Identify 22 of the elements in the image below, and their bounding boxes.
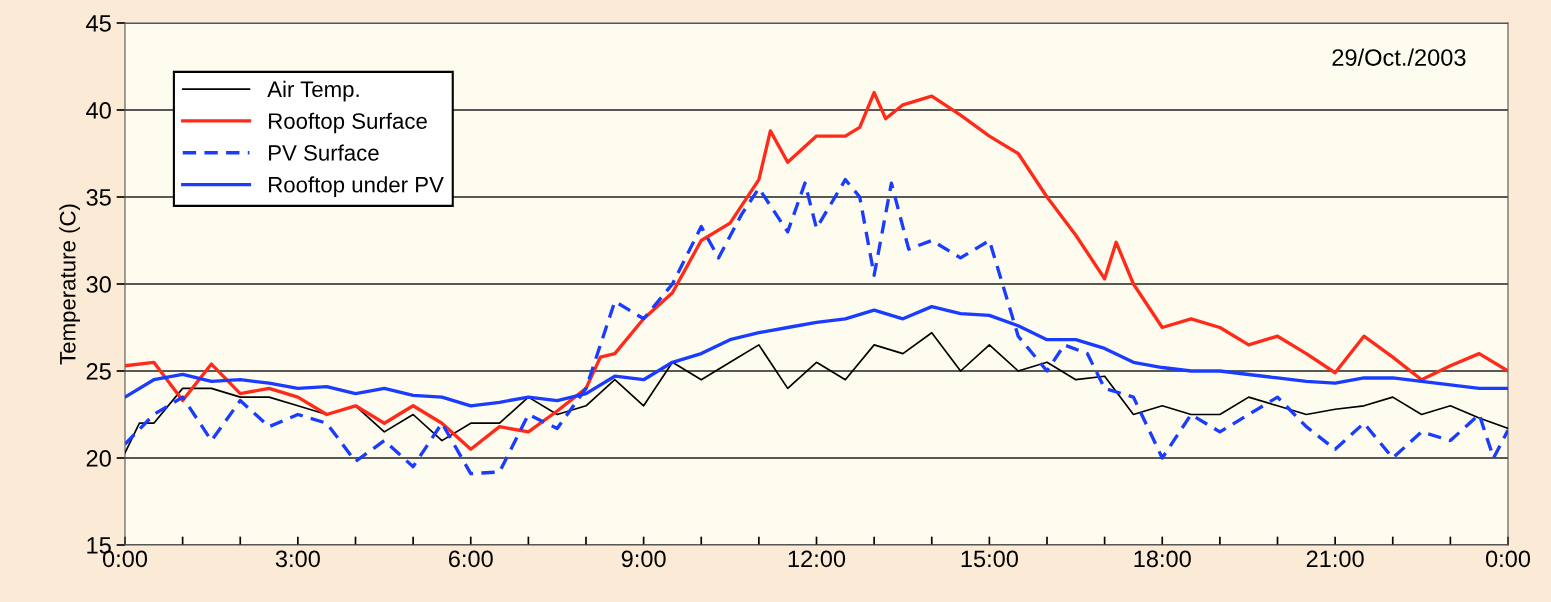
y-tick-label: 25 bbox=[86, 363, 111, 380]
x-tick-label: 9:00 bbox=[621, 550, 666, 568]
x-tick-label: 6:00 bbox=[448, 550, 493, 568]
legend-label: Air Temp. bbox=[267, 80, 359, 102]
line-series bbox=[125, 331, 1508, 454]
y-tick-label: 35 bbox=[86, 189, 111, 206]
y-tick-label: 40 bbox=[86, 102, 111, 119]
legend-label: Rooftop Surface bbox=[269, 112, 427, 134]
x-tick-label: 18:00 bbox=[1134, 550, 1191, 568]
y-tick-label: 20 bbox=[86, 450, 111, 467]
x-tick-label: 12:00 bbox=[788, 550, 846, 568]
legend-label: PV Surface bbox=[269, 144, 379, 161]
x-tick-label: 0:00 bbox=[1485, 550, 1531, 568]
y-tick-label: 30 bbox=[86, 276, 111, 293]
y-axis-title: Temperature (C) bbox=[59, 204, 80, 365]
x-tick-label: 15:00 bbox=[961, 550, 1018, 568]
y-tick-label: 45 bbox=[86, 15, 111, 32]
x-tick-label: 3:00 bbox=[275, 550, 320, 568]
legend-label: Rooftop under PV bbox=[269, 176, 444, 197]
line-series bbox=[125, 177, 1508, 476]
annotation: 29/Oct./2003 bbox=[1332, 48, 1466, 66]
x-tick-label: 21:00 bbox=[1306, 550, 1364, 568]
